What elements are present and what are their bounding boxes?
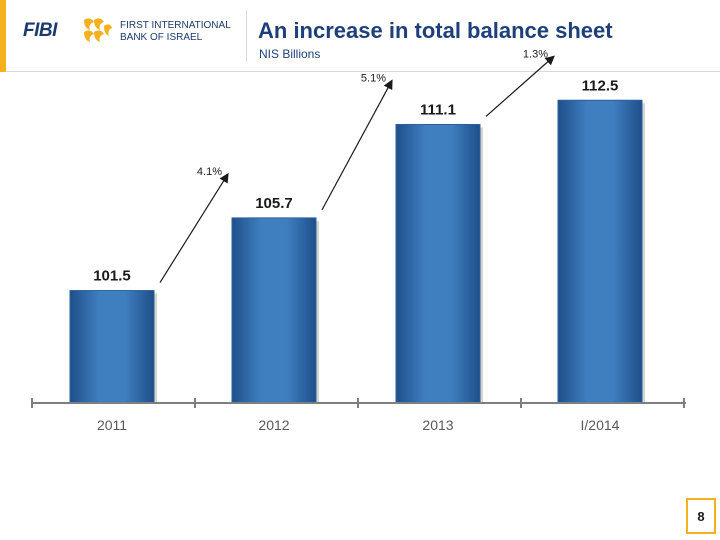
category-label: 2012: [258, 417, 289, 433]
value-label: 112.5: [582, 77, 619, 94]
value-label: 111.1: [420, 101, 456, 118]
bar-2011: [69, 290, 155, 404]
logo-line-2: BANK OF ISRAEL: [120, 32, 203, 43]
value-label: 105.7: [255, 195, 293, 212]
value-label: 101.5: [93, 268, 131, 285]
header-rule: [6, 71, 720, 72]
bar-I/2014: [557, 99, 643, 404]
page-subtitle: NIS Billions: [259, 47, 321, 61]
growth-arrows: [159, 55, 555, 283]
growth-arrow: [321, 79, 393, 211]
page-number-box: 8: [686, 498, 716, 534]
header: FIBI FIRST INTERNATIONAL BANK OF ISRAEL …: [0, 0, 720, 72]
growth-label: 4.1%: [197, 166, 222, 178]
page-title: An increase in total balance sheet: [258, 18, 613, 43]
growth-label: 1.3%: [523, 48, 548, 60]
x-axis: [31, 398, 686, 408]
growth-arrow: [159, 172, 229, 283]
category-label: 2011: [97, 417, 127, 433]
bars: [69, 99, 645, 404]
accent-bar: [0, 0, 6, 72]
growth-arrow: [485, 55, 555, 117]
bar-2013: [395, 123, 481, 404]
bar-2012: [231, 217, 317, 404]
header-divider: [246, 10, 247, 62]
category-label: 2013: [422, 417, 453, 433]
growth-label: 5.1%: [361, 72, 386, 84]
category-label: I/2014: [581, 417, 620, 433]
bank-logo-icon: [84, 18, 112, 42]
page-number: 8: [697, 509, 705, 524]
logo-line-1: FIRST INTERNATIONAL: [120, 20, 231, 31]
logo-wordmark: FIBI: [23, 20, 57, 41]
logo-text: FIRST INTERNATIONAL BANK OF ISRAEL: [120, 20, 231, 44]
labels: 101.5 2011 105.7 2012 111.1 2013 112.5 I/2014 4.…: [93, 48, 619, 433]
